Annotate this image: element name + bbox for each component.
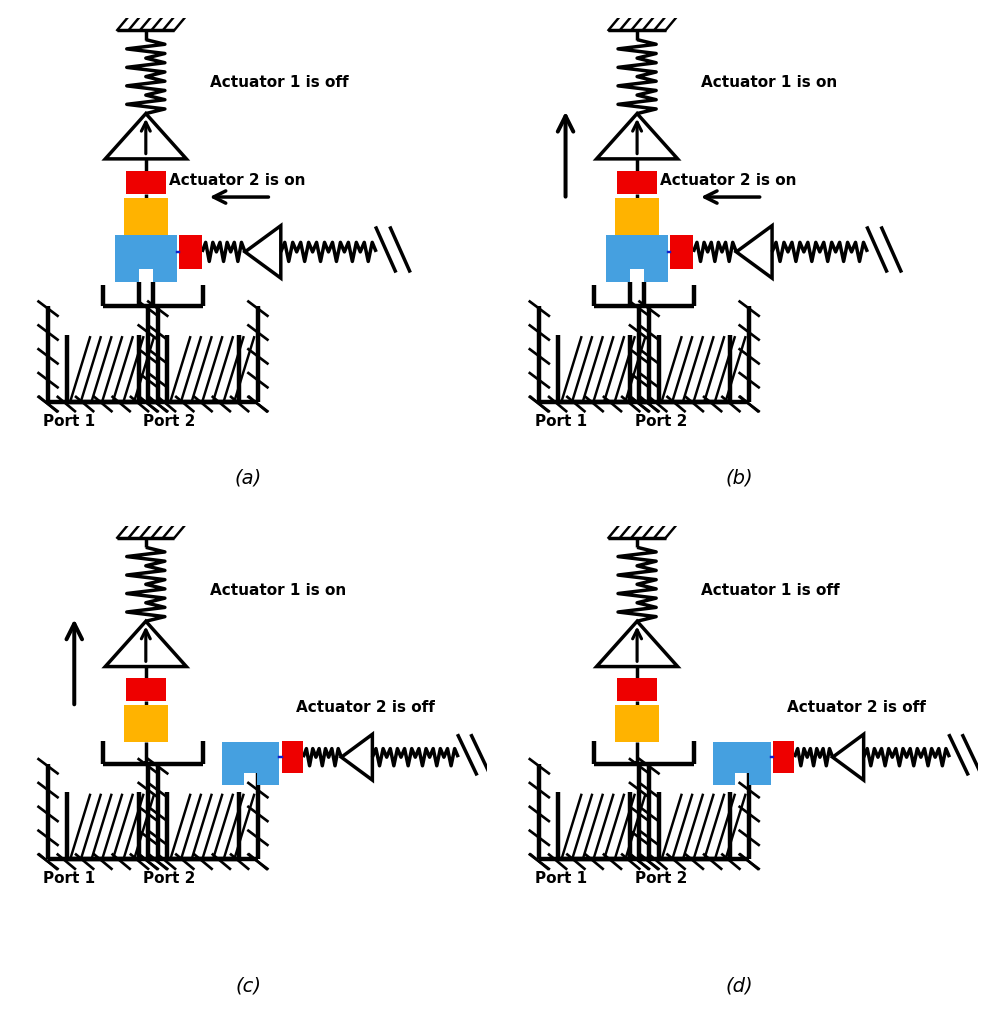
Text: Actuator 1 is off: Actuator 1 is off (701, 583, 840, 597)
Bar (115, 235, 177, 270)
Bar (644, 270, 668, 283)
Bar (125, 679, 166, 701)
Bar (749, 773, 771, 785)
Text: Port 2: Port 2 (634, 414, 687, 429)
Bar (124, 706, 168, 742)
Bar (617, 679, 657, 701)
Bar (222, 741, 280, 773)
Text: Actuator 1 is off: Actuator 1 is off (210, 76, 349, 90)
Bar (153, 270, 177, 283)
Text: (d): (d) (726, 977, 754, 995)
Bar (773, 741, 794, 773)
Text: Port 2: Port 2 (143, 871, 196, 886)
Text: Actuator 2 is off: Actuator 2 is off (787, 699, 926, 715)
Bar (606, 270, 630, 283)
Text: Port 1: Port 1 (43, 871, 96, 886)
Text: (c): (c) (235, 977, 262, 995)
Text: Actuator 1 is on: Actuator 1 is on (701, 76, 838, 90)
Text: Port 1: Port 1 (535, 871, 587, 886)
Bar (115, 270, 138, 283)
Text: Actuator 1 is on: Actuator 1 is on (210, 583, 347, 597)
Text: Actuator 2 is on: Actuator 2 is on (660, 173, 797, 188)
Text: Port 2: Port 2 (143, 414, 196, 429)
Text: Port 1: Port 1 (43, 414, 96, 429)
Bar (124, 197, 168, 235)
Text: (a): (a) (235, 469, 262, 488)
Bar (179, 235, 203, 270)
Bar (125, 171, 166, 194)
Bar (282, 741, 303, 773)
Bar (222, 773, 244, 785)
Bar (606, 235, 668, 270)
Bar (258, 773, 280, 785)
Bar (617, 171, 657, 194)
Bar (713, 773, 735, 785)
Bar (713, 741, 771, 773)
Text: Actuator 2 is off: Actuator 2 is off (296, 699, 435, 715)
Text: Actuator 2 is on: Actuator 2 is on (169, 173, 305, 188)
Text: Port 2: Port 2 (634, 871, 687, 886)
Bar (616, 197, 659, 235)
Text: Port 1: Port 1 (535, 414, 587, 429)
Text: (b): (b) (726, 469, 754, 488)
Bar (671, 235, 694, 270)
Bar (616, 706, 659, 742)
